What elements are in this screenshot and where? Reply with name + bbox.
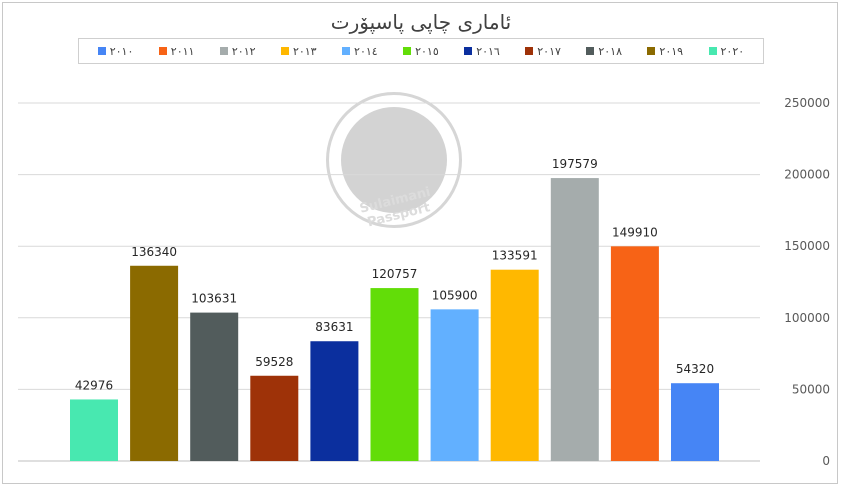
legend-item: ٢٠١١: [158, 44, 195, 58]
bar-value-label: 136340: [131, 245, 177, 259]
legend-item: ٢٠١٧: [525, 45, 561, 58]
legend-item: ٢٠١٣: [280, 44, 317, 58]
legend-swatch: [158, 47, 167, 55]
bar-value-label: 133591: [492, 249, 538, 263]
bar: [610, 246, 659, 461]
bar-value-label: 120757: [372, 267, 418, 281]
y-tick-label: 0: [822, 454, 830, 468]
y-tick-label: 50000: [792, 382, 830, 396]
legend-label: ٢٠١٢: [231, 44, 256, 58]
legend-label: ٢٠٢٠: [720, 44, 745, 58]
legend-label: ٢٠١٦: [476, 44, 500, 58]
y-tick-label: 100000: [784, 311, 830, 325]
legend-swatch: [708, 47, 717, 55]
bar-value-label: 105900: [432, 288, 478, 302]
bar: [130, 265, 179, 461]
passport-seal-watermark: Sulaimani Passport: [326, 92, 462, 230]
legend-item: ٢٠١٩: [647, 45, 683, 58]
bar: [250, 375, 299, 461]
legend-label: ٢٠١٠: [109, 44, 134, 58]
seal-emblem: [341, 107, 447, 213]
bar: [671, 383, 719, 461]
bar: [70, 399, 118, 461]
legend-swatch: [647, 47, 656, 55]
legend-item: ٢٠٢٠: [708, 44, 745, 58]
bar-value-label: 83631: [315, 320, 353, 334]
legend-label: ٢٠١٣: [292, 44, 317, 58]
legend-label: ٢٠١٩: [659, 44, 684, 58]
legend-swatch: [280, 47, 289, 55]
y-tick-label: 250000: [784, 96, 830, 110]
legend-label: ٢٠١٧: [537, 44, 561, 58]
bar: [490, 269, 539, 461]
bar-value-label: 54320: [676, 362, 714, 376]
legend-swatch: [586, 47, 595, 55]
bar-value-label: 59528: [255, 355, 293, 369]
legend-swatch: [97, 47, 106, 55]
bar: [310, 341, 359, 461]
legend-item: ٢٠١٥: [403, 45, 439, 58]
legend-label: ٢٠١١: [170, 44, 195, 58]
bar-value-label: 103631: [191, 292, 237, 306]
chart-title: ئاماری چاپی پاسپۆرت: [330, 10, 512, 34]
legend-item: ٢٠١٢: [219, 44, 256, 58]
legend-swatch: [464, 47, 473, 55]
legend-swatch: [219, 47, 228, 55]
legend-item: ٢٠١٨: [586, 45, 622, 58]
bar-value-label: 149910: [612, 225, 658, 239]
legend-label: ٢٠١٤: [354, 44, 378, 58]
bar: [370, 288, 419, 461]
legend-item: ٢٠١٤: [342, 45, 378, 58]
bar: [430, 309, 479, 461]
legend-label: ٢٠١٥: [415, 44, 439, 58]
legend-swatch: [525, 47, 534, 55]
legend-swatch: [342, 47, 351, 55]
bar: [550, 178, 599, 461]
legend-label: ٢٠١٨: [598, 44, 622, 58]
legend-swatch: [403, 47, 412, 55]
bar-value-label: 197579: [552, 157, 598, 171]
bar-value-label: 42976: [75, 378, 113, 392]
y-tick-label: 150000: [784, 239, 830, 253]
y-tick-label: 200000: [784, 168, 830, 182]
legend-item: ٢٠١٠: [97, 44, 134, 58]
chart-legend: ٢٠١٠ ٢٠١١ ٢٠١٢ ٢٠١٣ ٢٠١٤ ٢٠١٥ ٢٠١٦ ٢٠١٧ ٢٠١٨ ٢٠١٩…: [78, 38, 764, 64]
bar: [190, 312, 239, 461]
legend-item: ٢٠١٦: [464, 45, 500, 58]
